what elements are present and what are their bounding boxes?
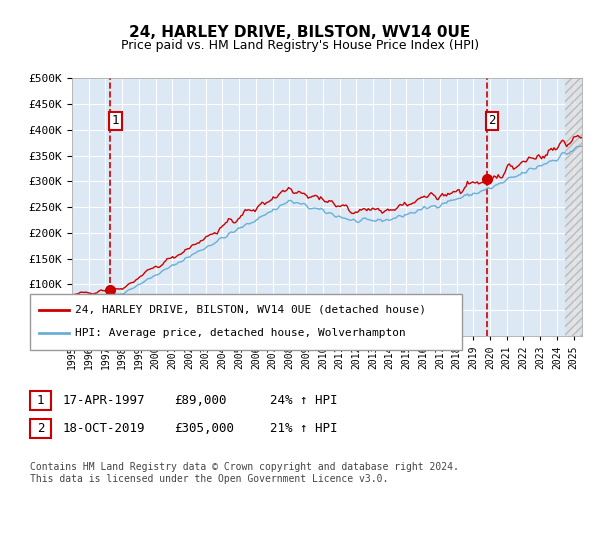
Text: 18-OCT-2019: 18-OCT-2019: [63, 422, 146, 436]
Text: 1: 1: [112, 114, 119, 128]
Text: 2: 2: [488, 114, 496, 128]
Text: 21% ↑ HPI: 21% ↑ HPI: [270, 422, 337, 436]
Text: 24, HARLEY DRIVE, BILSTON, WV14 0UE: 24, HARLEY DRIVE, BILSTON, WV14 0UE: [130, 25, 470, 40]
Text: 2: 2: [37, 422, 44, 436]
Text: 24% ↑ HPI: 24% ↑ HPI: [270, 394, 337, 408]
Text: £305,000: £305,000: [174, 422, 234, 436]
Text: 1: 1: [37, 394, 44, 408]
Text: £89,000: £89,000: [174, 394, 227, 408]
Text: Price paid vs. HM Land Registry's House Price Index (HPI): Price paid vs. HM Land Registry's House …: [121, 39, 479, 52]
Text: 24, HARLEY DRIVE, BILSTON, WV14 0UE (detached house): 24, HARLEY DRIVE, BILSTON, WV14 0UE (det…: [75, 305, 426, 315]
Text: HPI: Average price, detached house, Wolverhampton: HPI: Average price, detached house, Wolv…: [75, 328, 406, 338]
Bar: [565, 78, 582, 336]
Text: Contains HM Land Registry data © Crown copyright and database right 2024.
This d: Contains HM Land Registry data © Crown c…: [30, 462, 459, 484]
Bar: [565, 78, 582, 336]
Text: 17-APR-1997: 17-APR-1997: [63, 394, 146, 408]
